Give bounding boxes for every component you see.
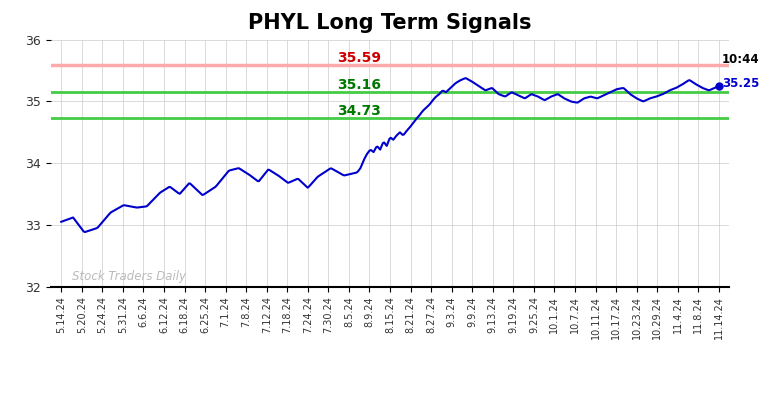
Text: 35.59: 35.59 bbox=[337, 51, 382, 65]
Text: 10:44: 10:44 bbox=[722, 53, 760, 66]
Title: PHYL Long Term Signals: PHYL Long Term Signals bbox=[249, 13, 532, 33]
Text: Stock Traders Daily: Stock Traders Daily bbox=[71, 270, 186, 283]
Text: 34.73: 34.73 bbox=[337, 104, 381, 118]
Text: 35.16: 35.16 bbox=[337, 78, 382, 92]
Text: 35.25: 35.25 bbox=[722, 77, 759, 90]
